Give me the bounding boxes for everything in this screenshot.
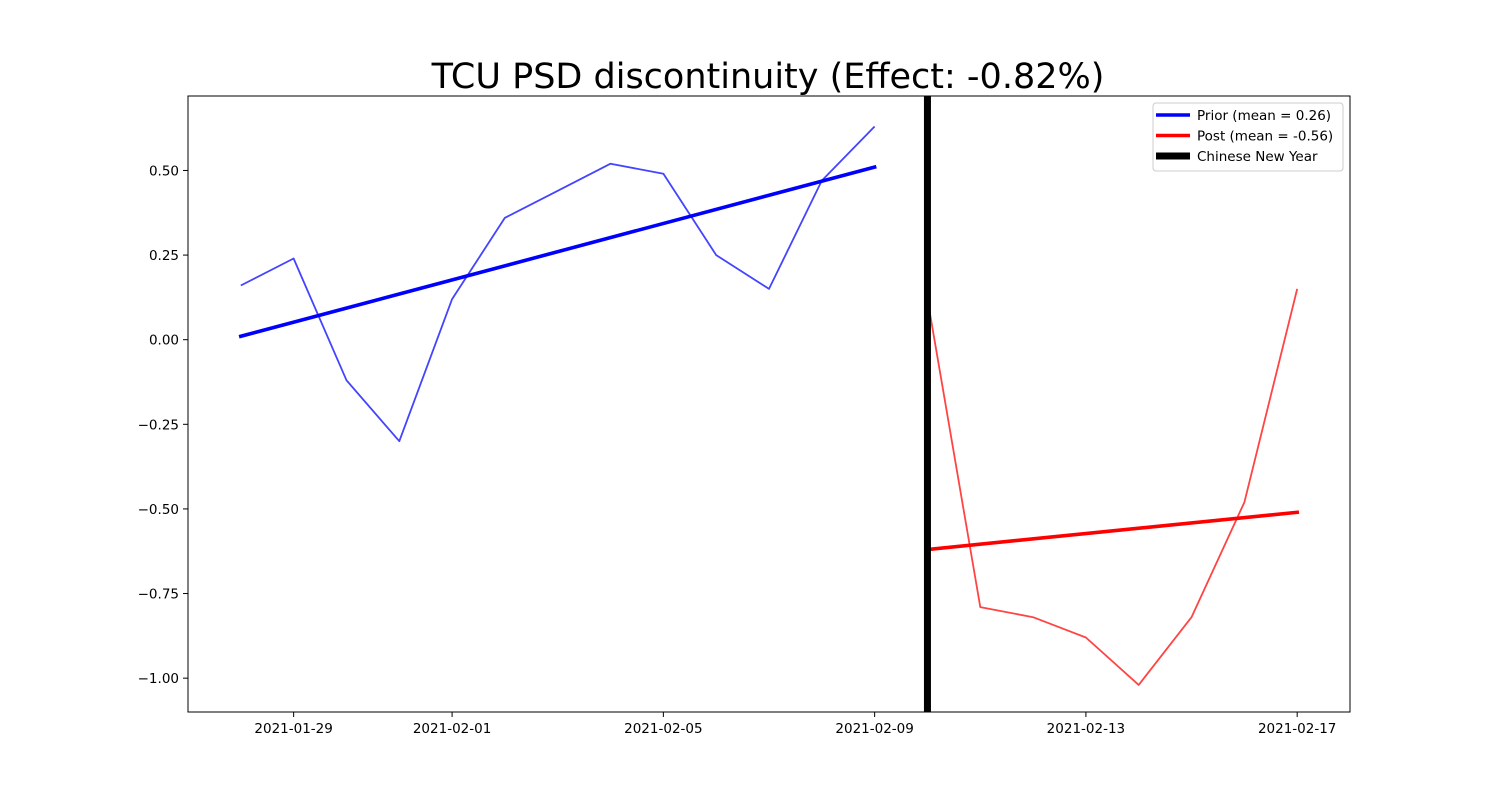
plot-area <box>238 96 1300 712</box>
x-tick-label: 2021-02-05 <box>624 721 702 737</box>
x-tick-label: 2021-02-09 <box>835 721 913 737</box>
y-tick-label: 0.25 <box>149 248 179 264</box>
legend-label: Post (mean = -0.56) <box>1197 129 1333 145</box>
y-tick-label: −0.50 <box>138 502 179 518</box>
legend-box <box>1152 102 1344 172</box>
series-line-prior-data <box>240 125 876 443</box>
x-tick-label: 2021-02-17 <box>1258 721 1336 737</box>
x-tick-label: 2021-02-13 <box>1047 721 1125 737</box>
series-line-prior-trend <box>238 164 877 339</box>
plot-frame <box>187 95 1351 713</box>
y-tick-label: 0.50 <box>149 163 179 179</box>
series-line-post-trend <box>925 510 1300 552</box>
chart-title: TCU PSD discontinuity (Effect: -0.82%) <box>431 57 1105 97</box>
plot-marks <box>238 96 1300 712</box>
legend-label: Chinese New Year <box>1197 149 1318 165</box>
legend: Prior (mean = 0.26) Post (mean = -0.56) Ch… <box>1152 102 1344 172</box>
axes: 0.50 0.25 0.00 −0.25 −0.50 −0.75 −1.00 2021-01-… <box>138 95 1351 737</box>
y-tick-label: −0.75 <box>138 587 179 603</box>
legend-label: Prior (mean = 0.26) <box>1197 108 1331 124</box>
series-line-post-data <box>926 288 1299 686</box>
x-tick-label: 2021-01-29 <box>254 721 332 737</box>
y-tick-label: −0.25 <box>138 417 179 433</box>
y-tick-label: −1.00 <box>138 671 179 687</box>
x-tick-label: 2021-02-01 <box>413 721 491 737</box>
y-tick-label: 0.00 <box>149 333 179 349</box>
